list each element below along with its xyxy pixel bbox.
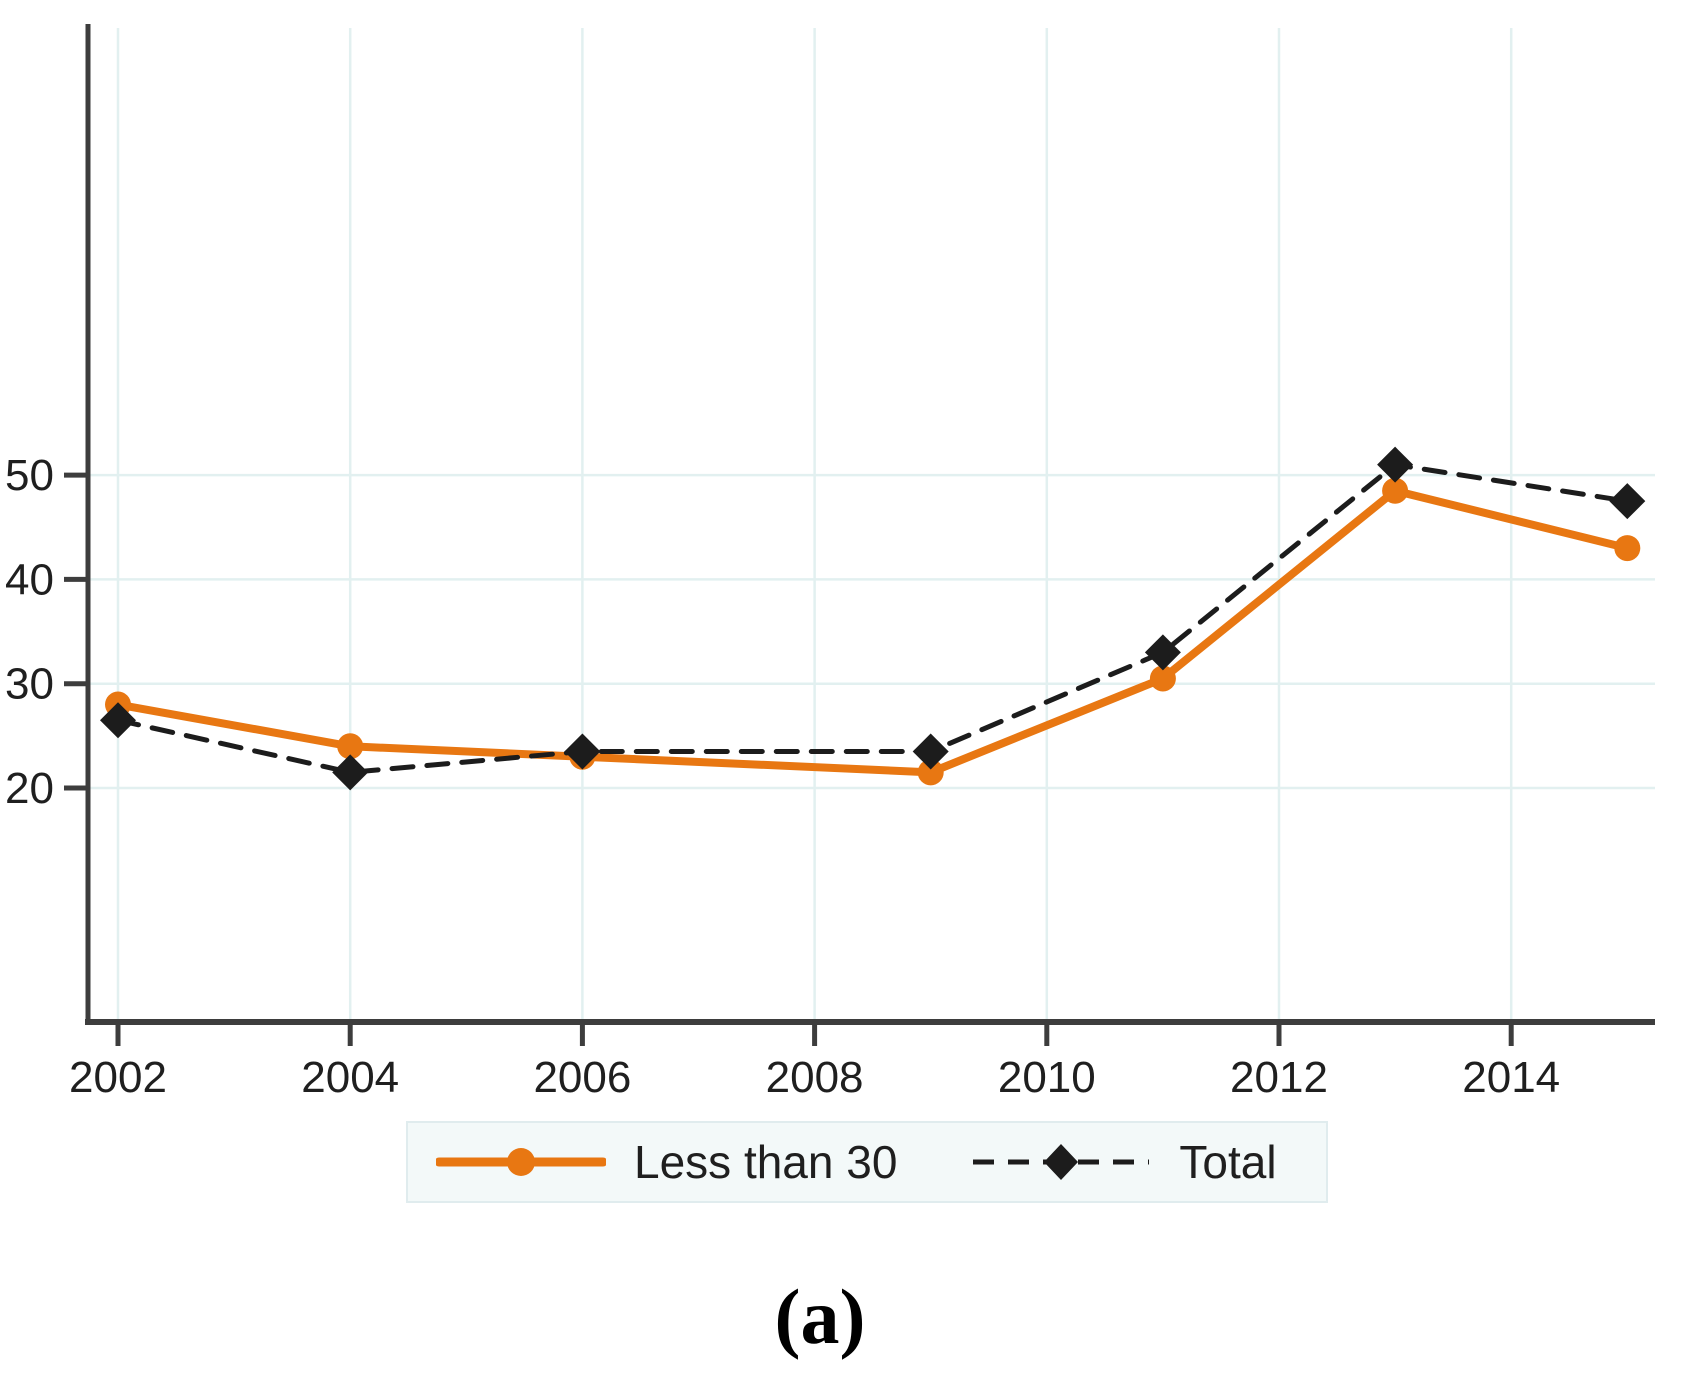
legend-sample-dashed-diamond-icon: [973, 1144, 1150, 1180]
x-tick-label: 2014: [1462, 1053, 1560, 1102]
figure-caption: (a): [774, 1273, 866, 1360]
series-less-than-30-marker: [337, 733, 364, 760]
x-tick-label: 2008: [766, 1053, 864, 1102]
y-tick-label: 20: [5, 764, 54, 813]
x-tick-label: 2004: [301, 1053, 399, 1102]
series-total-marker: [564, 733, 601, 770]
y-tick-label: 50: [5, 451, 54, 500]
legend-sample-solid-circle-icon: [436, 1148, 606, 1176]
legend-label-less-than-30: Less than 30: [634, 1136, 898, 1188]
series-total-marker: [912, 733, 949, 770]
x-tick-label: 2002: [69, 1053, 167, 1102]
series-total-marker: [100, 702, 136, 739]
y-tick-label: 30: [5, 660, 54, 709]
series-total-marker: [1144, 634, 1181, 671]
x-tick-label: 2006: [533, 1053, 631, 1102]
series-less-than-30-marker: [917, 759, 944, 786]
series-less-than-30-marker: [1614, 535, 1641, 562]
series-total-marker: [1377, 446, 1414, 483]
series-total-marker: [1609, 483, 1646, 520]
series-total-line: [115, 462, 1630, 775]
series-total-marker: [332, 754, 369, 791]
legend-item-total: Total: [971, 1135, 1277, 1189]
y-tick-label: 40: [5, 555, 54, 604]
legend-label-total: Total: [1179, 1136, 1277, 1188]
legend-item-less-than-30: Less than 30: [436, 1135, 897, 1189]
series-less-than-30-marker: [1382, 477, 1409, 504]
legend: Less than 30 Total: [406, 1121, 1328, 1203]
series-less-than-30-line: [114, 486, 1632, 777]
x-tick-label: 2010: [998, 1053, 1096, 1102]
series-less-than-30-marker: [1149, 665, 1176, 692]
x-tick-label: 2012: [1230, 1053, 1328, 1102]
